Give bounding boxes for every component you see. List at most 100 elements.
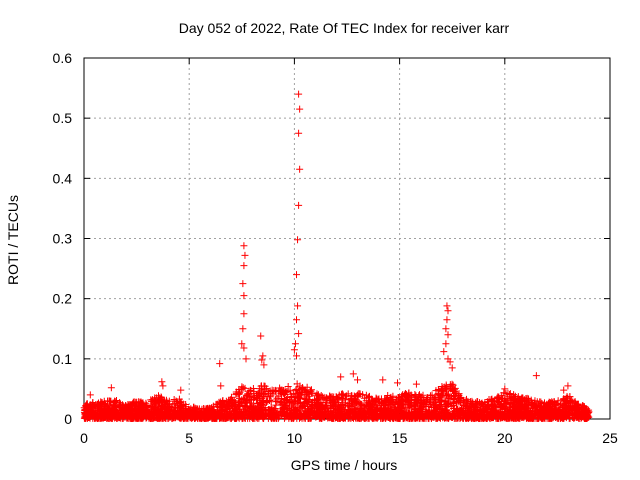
data-point [432, 387, 440, 395]
data-point [250, 387, 258, 395]
data-point [398, 392, 406, 400]
plot-frame [83, 57, 611, 420]
data-point [217, 414, 225, 422]
data-point [86, 391, 94, 399]
data-point [277, 412, 285, 420]
data-point [533, 411, 541, 419]
data-point [304, 390, 312, 398]
x-tick-label: 25 [602, 430, 618, 446]
data-point [580, 403, 588, 411]
data-point [255, 398, 263, 406]
data-point [284, 383, 292, 391]
data-point [296, 413, 304, 421]
data-point [226, 409, 234, 417]
data-point [242, 355, 250, 363]
data-point [340, 414, 348, 422]
data-point [451, 404, 459, 412]
y-tick-label: 0.6 [53, 50, 73, 66]
data-point [519, 410, 527, 418]
data-point [288, 403, 296, 411]
data-point [241, 384, 249, 392]
data-point [468, 414, 476, 422]
data-point [164, 409, 172, 417]
data-point [580, 411, 588, 419]
data-point [405, 404, 413, 412]
data-point [112, 413, 120, 421]
data-point [423, 396, 431, 404]
data-point [440, 383, 448, 391]
data-point [415, 392, 423, 400]
data-point [332, 393, 340, 401]
data-point [543, 412, 551, 420]
data-point [502, 405, 510, 413]
data-point [249, 384, 257, 392]
data-points [80, 90, 593, 422]
data-point [488, 413, 496, 421]
data-point [292, 397, 300, 405]
data-point [457, 394, 465, 402]
data-point [110, 412, 118, 420]
x-tick-label: 15 [392, 430, 408, 446]
data-point [442, 340, 450, 348]
data-point [177, 386, 185, 394]
data-point [445, 410, 453, 418]
data-point [272, 396, 280, 404]
data-point [447, 403, 455, 411]
data-point [436, 398, 444, 406]
data-point [545, 399, 553, 407]
data-point [98, 402, 106, 410]
data-point [311, 411, 319, 419]
data-point [281, 405, 289, 413]
data-point [192, 410, 200, 418]
data-point [475, 412, 483, 420]
chart-title: Day 052 of 2022, Rate Of TEC Index for r… [179, 20, 510, 36]
data-point [386, 402, 394, 410]
data-point [318, 403, 326, 411]
data-point [138, 403, 146, 411]
data-point [226, 401, 234, 409]
data-point [297, 399, 305, 407]
data-point [296, 105, 304, 113]
data-point [446, 358, 454, 366]
data-point [238, 340, 246, 348]
data-point [224, 398, 232, 406]
data-point [483, 398, 491, 406]
data-point [434, 394, 442, 402]
y-tick-labels: 0 0.1 0.2 0.3 0.4 0.5 0.6 [53, 50, 73, 427]
data-point [352, 398, 360, 406]
data-point [474, 398, 482, 406]
data-point [307, 386, 315, 394]
data-point [475, 414, 483, 422]
data-point [239, 280, 247, 288]
data-point [177, 402, 185, 410]
data-point [337, 373, 345, 381]
data-point [295, 90, 303, 98]
data-point [419, 391, 427, 399]
data-point [195, 405, 203, 413]
data-point [240, 262, 248, 270]
data-point [408, 403, 416, 411]
data-point [290, 409, 298, 417]
data-point [141, 411, 149, 419]
data-point [152, 404, 160, 412]
y-tick-label: 0.5 [53, 110, 73, 126]
data-point [110, 404, 118, 412]
data-point [521, 405, 529, 413]
data-point [236, 397, 244, 405]
data-point [276, 399, 284, 407]
data-point [143, 401, 151, 409]
data-point [164, 402, 172, 410]
data-point [150, 396, 158, 404]
data-point [162, 396, 170, 404]
data-point [536, 402, 544, 410]
data-point [554, 397, 562, 405]
data-point [313, 390, 321, 398]
data-point [125, 409, 133, 417]
data-point [168, 411, 176, 419]
data-point [265, 411, 273, 419]
data-point [331, 401, 339, 409]
data-point [320, 393, 328, 401]
data-point [360, 394, 368, 402]
data-point [522, 401, 530, 409]
data-point [252, 395, 260, 403]
